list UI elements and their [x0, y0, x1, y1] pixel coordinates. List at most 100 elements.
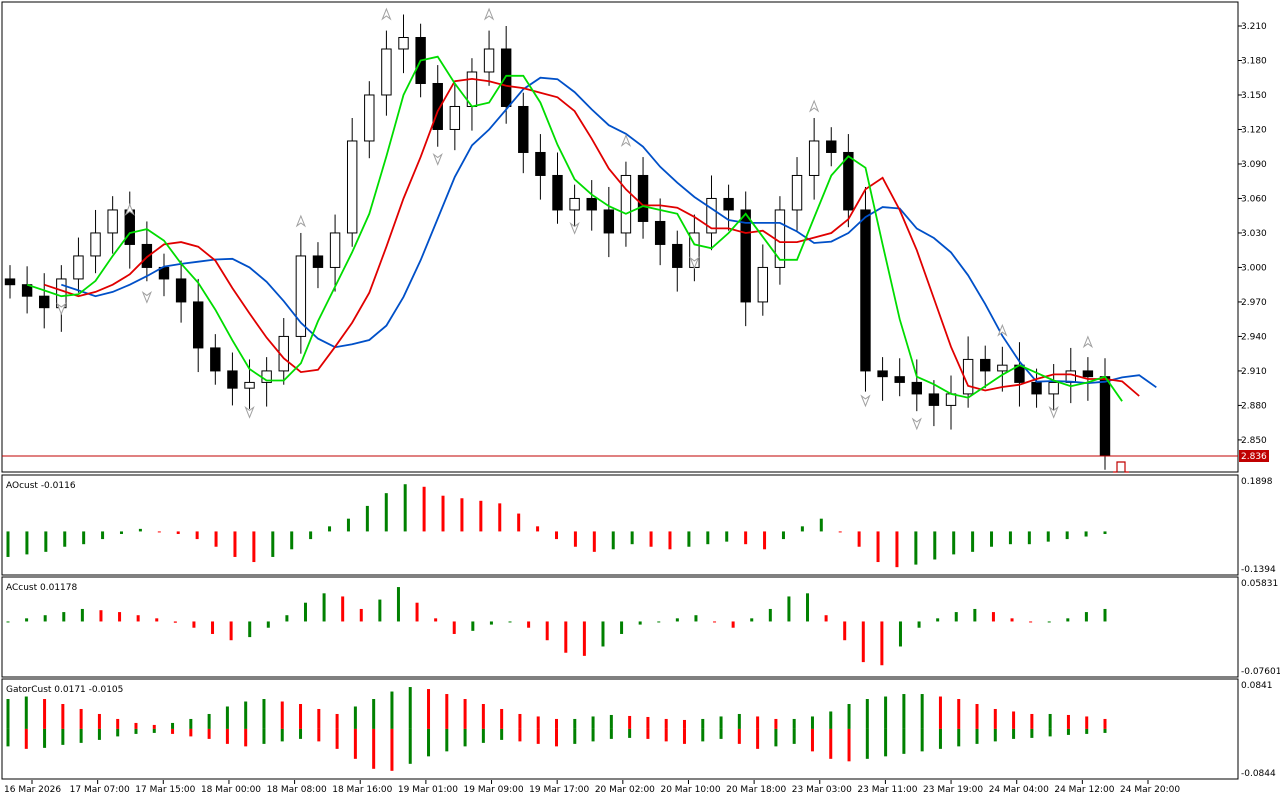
histogram-bar: [173, 621, 177, 623]
candle: [432, 65, 443, 147]
ao-indicator-panel[interactable]: [6, 484, 1107, 568]
candle: [723, 184, 734, 231]
price-tick-label: 2.940: [1241, 332, 1267, 342]
current-price-value: 2.836: [1241, 452, 1267, 462]
candle: [945, 375, 957, 430]
panel-frame: [1, 576, 1239, 678]
histogram-bar: [628, 728, 632, 738]
histogram-bar: [1008, 531, 1012, 545]
histogram-bar: [195, 531, 199, 540]
candle-body: [945, 393, 957, 406]
candle-body: [39, 295, 50, 309]
fractal-down-icon: [56, 302, 67, 316]
ac-indicator-panel[interactable]: [6, 587, 1107, 666]
histogram-bar: [290, 531, 294, 550]
histogram-bar: [938, 696, 942, 729]
candle-body: [141, 243, 153, 268]
candle: [518, 92, 529, 174]
histogram-bar: [1084, 612, 1088, 622]
histogram-bar: [244, 728, 248, 747]
histogram-bar: [824, 615, 828, 622]
histogram-bar: [936, 618, 940, 622]
candle: [381, 30, 392, 116]
candle-body: [227, 370, 238, 389]
candle: [175, 260, 187, 323]
histogram-bar: [792, 718, 796, 729]
histogram-bar: [248, 621, 252, 638]
histogram-bar: [309, 531, 313, 540]
histogram-bar: [335, 713, 339, 729]
candle-body: [175, 278, 187, 303]
candle: [21, 266, 33, 314]
histogram-bar: [810, 716, 814, 729]
candle: [1014, 342, 1025, 407]
histogram-bar: [573, 531, 577, 547]
histogram-bar: [1066, 728, 1070, 735]
histogram-bar: [1030, 728, 1034, 738]
histogram-bar: [463, 699, 467, 729]
histogram-bar: [445, 728, 449, 752]
candle: [740, 191, 751, 327]
histogram-bar: [865, 728, 869, 759]
candle: [329, 214, 341, 292]
fractal-down-icon: [141, 290, 153, 304]
histogram-bar: [390, 728, 394, 771]
panel-frame: [1, 678, 1239, 780]
histogram-bar: [646, 716, 650, 729]
histogram-bar: [408, 728, 412, 764]
histogram-bar: [763, 531, 767, 550]
histogram-bar: [744, 531, 748, 545]
histogram-bar: [101, 531, 105, 540]
histogram-bar: [555, 531, 558, 540]
histogram-bar: [403, 484, 407, 532]
fractal-up-icon: [295, 214, 306, 228]
end-of-data-icon: [1113, 461, 1129, 473]
candle-body: [980, 358, 991, 372]
candle-body: [210, 347, 221, 372]
histogram-bar: [737, 728, 741, 744]
histogram-bar: [682, 719, 686, 729]
ac-max-label: 0.05831: [1241, 579, 1278, 589]
histogram-bar: [1047, 621, 1051, 623]
histogram-bar: [628, 715, 632, 729]
price-tick-label: 3.090: [1241, 160, 1267, 170]
candle: [843, 134, 854, 228]
histogram-bar: [971, 531, 975, 552]
histogram-bar: [24, 728, 28, 749]
time-tick-label: 23 Mar 03:00: [792, 785, 852, 795]
histogram-bar: [372, 728, 376, 769]
time-tick-label: 18 Mar 00:00: [201, 785, 261, 795]
histogram-bar: [229, 621, 233, 641]
ac-label: ACcust 0.01178: [6, 583, 78, 593]
histogram-bar: [6, 531, 10, 557]
histogram-bar: [43, 615, 47, 622]
price-tick-label: 3.210: [1241, 22, 1267, 32]
candle: [346, 117, 358, 247]
time-tick-label: 20 Mar 10:00: [660, 785, 720, 795]
candle-body: [603, 209, 615, 234]
histogram-bar: [1103, 608, 1107, 622]
histogram-bar: [415, 602, 419, 622]
histogram-bar: [119, 531, 123, 534]
histogram-bar: [335, 728, 339, 749]
alligator-teeth-line: [43, 77, 1140, 397]
histogram-bar: [97, 728, 101, 740]
gator-indicator-panel[interactable]: [6, 687, 1107, 771]
candle: [312, 242, 324, 289]
candle: [689, 214, 700, 282]
histogram-bar: [719, 716, 723, 729]
price-panel[interactable]: [2, 7, 1238, 473]
histogram-bar: [838, 531, 842, 533]
candle: [210, 334, 221, 385]
histogram-bar: [152, 728, 156, 733]
candle: [1099, 358, 1111, 470]
histogram-bar: [1048, 713, 1052, 729]
price-tick-label: 2.910: [1241, 367, 1267, 377]
histogram-bar: [427, 689, 431, 729]
candle: [980, 345, 991, 389]
histogram-bar: [317, 708, 321, 729]
candle-body: [928, 393, 940, 406]
histogram-bar: [737, 713, 741, 729]
histogram-bar: [555, 728, 558, 747]
